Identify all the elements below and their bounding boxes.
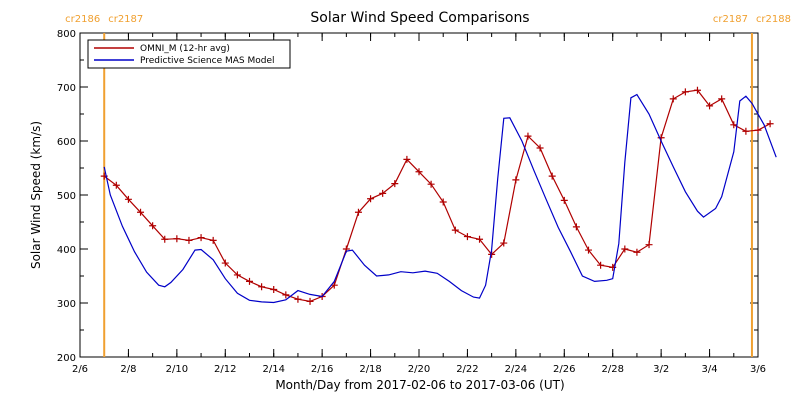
y-tick-label: 500 <box>57 191 76 202</box>
data-point-marker <box>294 295 302 303</box>
data-point-marker <box>209 236 217 244</box>
data-point-marker <box>161 235 169 243</box>
data-point-marker <box>221 259 229 267</box>
data-point-marker <box>548 172 556 180</box>
x-tick-label: 2/24 <box>505 364 527 375</box>
y-axis-title: Solar Wind Speed (km/s) <box>29 121 43 269</box>
data-point-marker <box>693 86 701 94</box>
y-tick-label: 800 <box>57 29 76 40</box>
data-point-marker <box>766 120 774 128</box>
data-point-marker <box>149 222 157 230</box>
x-tick-label: 3/2 <box>653 364 669 375</box>
x-axis-title: Month/Day from 2017-02-06 to 2017-03-06 … <box>275 378 564 392</box>
data-point-marker <box>633 248 641 256</box>
x-tick-label: 2/18 <box>359 364 381 375</box>
data-point-marker <box>258 283 266 291</box>
x-tick-label: 2/26 <box>553 364 575 375</box>
data-point-marker <box>282 291 290 299</box>
x-tick-label: 2/28 <box>601 364 623 375</box>
data-point-marker <box>597 261 605 269</box>
data-point-marker <box>500 239 508 247</box>
data-point-marker <box>730 121 738 129</box>
data-point-marker <box>246 277 253 285</box>
data-point-marker <box>439 198 447 206</box>
data-point-marker <box>124 195 132 203</box>
data-point-marker <box>306 297 314 305</box>
data-point-marker <box>524 132 532 140</box>
data-point-marker <box>560 196 568 204</box>
legend-label: OMNI_M (12-hr avg) <box>140 44 230 54</box>
y-tick-label: 700 <box>57 83 76 94</box>
data-point-marker <box>197 234 205 242</box>
y-tick-label: 600 <box>57 137 76 148</box>
y-tick-label: 300 <box>57 299 76 310</box>
data-point-marker <box>754 126 762 134</box>
data-point-marker <box>742 127 750 135</box>
data-point-marker <box>572 223 580 231</box>
data-point-marker <box>233 271 241 279</box>
data-point-marker <box>173 235 181 243</box>
x-tick-label: 3/6 <box>750 364 766 375</box>
chart-title: Solar Wind Speed Comparisons <box>310 10 529 26</box>
data-point-marker <box>681 88 689 96</box>
plot-frame <box>79 32 759 358</box>
series-line-1 <box>103 93 777 304</box>
plot-area: 200 300 400 500 600 700 800 2/6 2/8 2/10 2/12 2/14 2… <box>57 14 791 375</box>
data-point-marker <box>270 286 278 293</box>
y-tick-label: 400 <box>57 245 76 256</box>
data-point-marker <box>112 181 120 189</box>
x-tick-label: 2/22 <box>456 364 478 375</box>
data-point-marker <box>354 208 362 216</box>
data-point-marker <box>403 155 411 163</box>
data-point-marker <box>645 241 653 249</box>
x-tick-label: 2/8 <box>120 364 136 375</box>
data-point-marker <box>391 180 399 188</box>
carrington-label-before: cr2186 <box>65 14 100 25</box>
carrington-label-after: cr2188 <box>756 14 791 25</box>
x-tick-label: 2/12 <box>214 364 236 375</box>
data-point-marker <box>585 246 592 254</box>
data-point-marker <box>476 235 484 243</box>
data-point-marker <box>379 189 387 197</box>
legend-box <box>87 39 291 69</box>
data-point-marker <box>669 95 677 103</box>
data-point-marker <box>451 226 459 234</box>
data-point-marker <box>621 245 629 253</box>
data-point-marker <box>512 176 520 184</box>
data-point-marker <box>427 180 435 188</box>
data-point-marker <box>463 233 471 241</box>
x-tick-label: 2/6 <box>72 364 88 375</box>
data-point-marker <box>137 208 145 216</box>
x-tick-label: 2/14 <box>262 364 284 375</box>
data-point-marker <box>415 168 423 176</box>
y-tick-label: 200 <box>57 353 76 364</box>
legend-label: Predictive Science MAS Model <box>140 56 275 66</box>
data-point-marker <box>367 195 375 203</box>
carrington-label-before: cr2187 <box>713 14 748 25</box>
carrington-label-after: cr2187 <box>108 14 143 25</box>
series-line-0 <box>103 89 771 303</box>
x-tick-label: 2/20 <box>408 364 430 375</box>
data-point-marker <box>718 95 726 103</box>
data-point-marker <box>185 236 193 244</box>
x-tick-label: 2/10 <box>166 364 188 375</box>
x-tick-label: 2/16 <box>311 364 333 375</box>
data-point-marker <box>706 102 714 110</box>
x-tick-label: 3/4 <box>702 364 718 375</box>
data-point-marker <box>536 144 544 152</box>
